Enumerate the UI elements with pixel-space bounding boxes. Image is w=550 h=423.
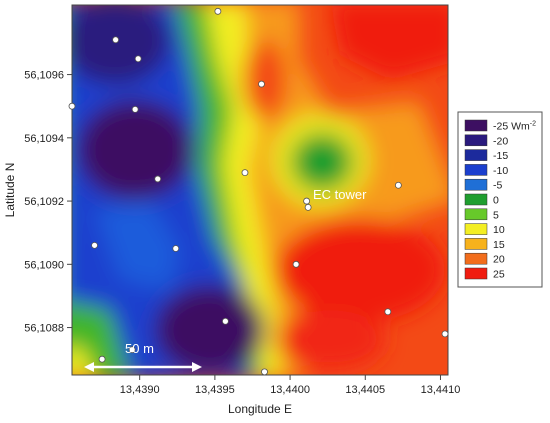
legend-swatch (464, 119, 488, 132)
sample-point (222, 317, 229, 325)
legend-swatch (464, 134, 488, 147)
legend-label: 25 (493, 269, 505, 281)
y-tick-label: 56,1096 (24, 70, 64, 82)
scale-bar: 50 m (84, 341, 202, 372)
y-axis-title: Latitude N (3, 163, 17, 218)
field-purple-west (77, 100, 193, 200)
flux-contour-field (72, 5, 448, 375)
field-red-north-east (330, 5, 448, 80)
legend-label: -25 Wm-2 (493, 121, 536, 133)
y-tick-label: 56,1090 (24, 259, 64, 271)
sample-point (261, 368, 268, 376)
x-tick-label: 13,4405 (345, 384, 385, 396)
legend-label: 20 (493, 254, 505, 266)
legend-swatch (464, 267, 488, 280)
y-tick-label: 56,1094 (24, 133, 64, 145)
x-axis-title: Longitude E (228, 402, 292, 416)
legend-swatch (464, 149, 488, 161)
ec-tower-marker (304, 203, 312, 211)
field-red-center (243, 40, 287, 120)
y-tick-label: 56,1092 (24, 196, 64, 208)
x-tick-label: 13,4410 (421, 384, 461, 396)
sample-point (131, 105, 139, 113)
x-tick-label: 13,4395 (195, 384, 235, 396)
sample-point (214, 7, 222, 15)
legend: -25 Wm-2 -20 -15 -10 -5 0 5 10 15 20 25 (457, 111, 543, 288)
legend-label: 15 (493, 239, 505, 251)
legend-label: 0 (493, 195, 499, 207)
y-axis-ticks: 56,1096 56,1094 56,1092 56,1090 56,1088 (24, 70, 72, 335)
scale-bar-left-arrow-icon (84, 362, 94, 372)
legend-swatch (464, 238, 488, 250)
field-purple-north (72, 5, 170, 85)
sample-point (112, 36, 120, 44)
legend-label: -10 (493, 165, 508, 177)
legend-label: 10 (493, 224, 505, 236)
sample-point (384, 308, 392, 316)
field-green-patch (292, 134, 352, 190)
sample-point (68, 102, 76, 110)
scale-bar-label: 50 m (125, 341, 154, 356)
legend-label: -20 (493, 135, 508, 147)
sample-point (134, 55, 142, 63)
scale-bar-right-arrow-icon (192, 362, 202, 372)
legend-swatch (464, 252, 488, 265)
x-tick-label: 13,4400 (270, 384, 310, 396)
sample-points (68, 7, 449, 376)
sample-point (441, 330, 449, 338)
field-light-blue-zone (95, 200, 180, 290)
sample-point (172, 245, 180, 252)
field-purple-south (155, 285, 265, 375)
x-axis-ticks: 13,4390 13,4395 13,4400 13,4405 13,4410 (120, 375, 461, 396)
legend-label: -5 (493, 180, 502, 192)
legend-swatch (464, 193, 488, 206)
y-tick-label: 56,1088 (24, 323, 64, 335)
legend-label: 5 (493, 209, 499, 221)
sample-point (394, 181, 402, 189)
sample-point (241, 169, 249, 177)
sample-point (98, 355, 106, 363)
legend-entries: -25 Wm-2 -20 -15 -10 -5 0 5 10 15 20 25 (464, 119, 536, 281)
ec-tower-label: EC tower (313, 187, 367, 202)
legend-swatch (464, 223, 488, 235)
legend-swatch (464, 208, 488, 221)
sample-point (303, 197, 311, 205)
legend-unit-superscript: -2 (530, 121, 536, 128)
legend-label: -15 (493, 150, 508, 162)
field-red-south (275, 310, 385, 370)
field-red-south-east (275, 218, 445, 322)
sample-point (292, 260, 300, 268)
sample-point (154, 175, 162, 183)
x-tick-label: 13,4390 (120, 384, 160, 396)
sample-point (128, 346, 136, 354)
plot-frame (71, 4, 449, 376)
sample-point (258, 80, 265, 88)
sample-point (91, 241, 98, 249)
legend-swatch (464, 178, 488, 191)
legend-swatch (464, 164, 488, 176)
